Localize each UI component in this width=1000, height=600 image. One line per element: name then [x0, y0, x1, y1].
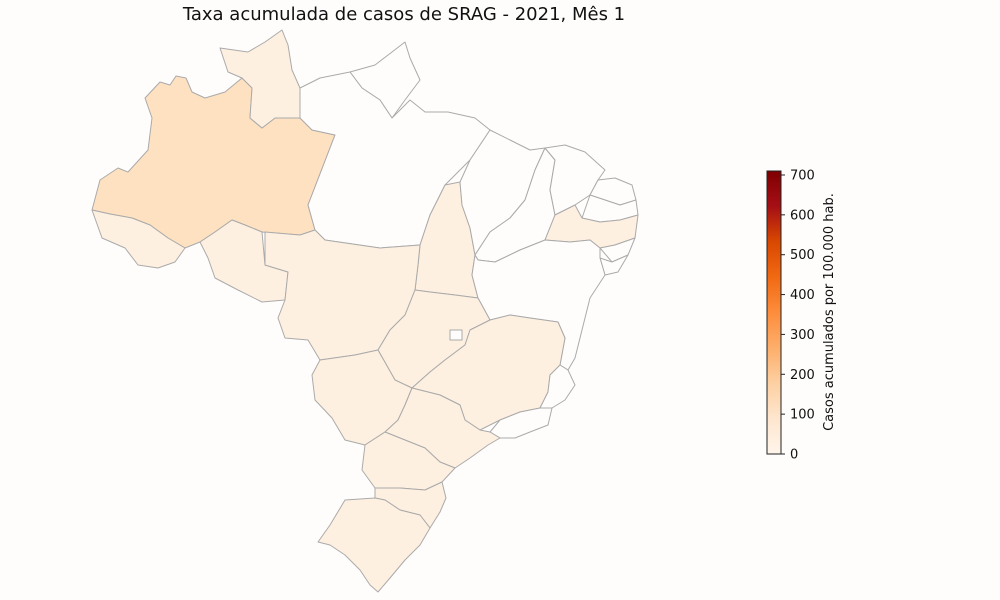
colorbar-tick-label: 500 — [790, 248, 815, 263]
state-DF[interactable] — [449, 329, 463, 341]
states-layer — [91, 29, 639, 593]
state-AC[interactable] — [91, 209, 186, 269]
state-AL[interactable] — [599, 237, 636, 263]
colorbar: 0 100 200 300 400 500 600 700 Casos acumulados … — [766, 168, 837, 463]
colorbar-ticks: 0 100 200 300 400 500 600 700 — [781, 168, 815, 463]
colorbar-tick-label: 0 — [790, 448, 798, 463]
colorbar-tick-label: 600 — [790, 208, 815, 223]
colorbar-tick-label: 300 — [790, 328, 815, 343]
colorbar-tick-label: 200 — [790, 368, 815, 383]
state-PR[interactable] — [361, 431, 456, 491]
colorbar-gradient — [766, 170, 782, 455]
colorbar-tick-label: 400 — [790, 288, 815, 303]
colorbar-tick-label: 100 — [790, 408, 815, 423]
state-RS[interactable] — [317, 497, 431, 593]
colorbar-label: Casos acumulados por 100.000 hab. — [822, 193, 837, 431]
map-title: Taxa acumulada de casos de SRAG - 2021, … — [182, 4, 626, 25]
colorbar-tick-label: 700 — [790, 168, 815, 183]
